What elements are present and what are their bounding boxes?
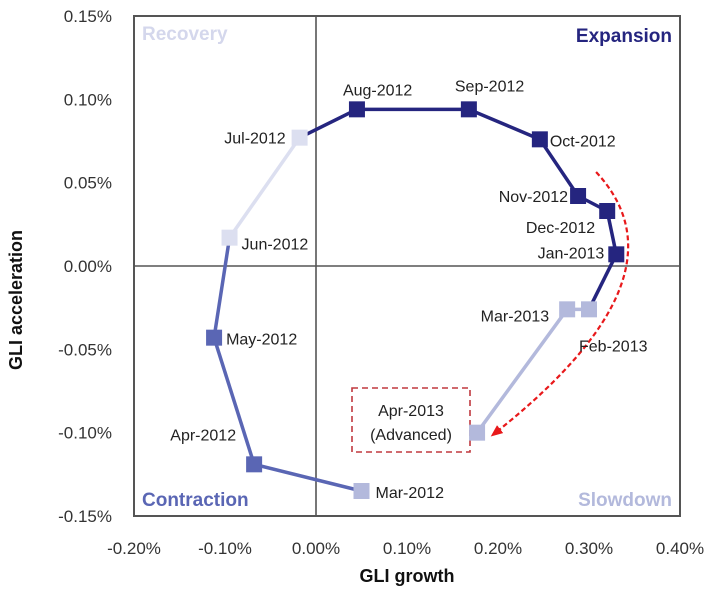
data-point-label: Mar-2013 <box>481 308 550 325</box>
data-point <box>221 229 238 246</box>
data-point-label: Nov-2012 <box>499 189 568 206</box>
series-line-segment <box>228 136 302 239</box>
series-line-segment <box>468 107 541 141</box>
data-point-label: Apr-2012 <box>170 427 236 444</box>
data-point-label: Oct-2012 <box>550 133 616 150</box>
series-line-segment <box>538 138 580 197</box>
data-point <box>469 424 486 441</box>
x-tick-label: 0.20% <box>474 539 522 558</box>
data-point <box>348 101 365 118</box>
trend-arrow <box>490 171 630 437</box>
series-line-segment <box>253 462 362 493</box>
data-point <box>460 101 477 118</box>
data-point <box>353 483 370 499</box>
data-point-label: May-2012 <box>226 332 297 349</box>
x-tick-label: 0.40% <box>656 539 704 558</box>
y-tick-label: 0.00% <box>64 257 112 276</box>
y-tick-label: -0.05% <box>58 340 112 359</box>
series-line-segment <box>212 237 232 338</box>
y-axis-title: GLI acceleration <box>6 230 26 370</box>
quadrant-label-contraction: Contraction <box>142 490 249 511</box>
x-tick-label: 0.30% <box>565 539 613 558</box>
y-tick-label: -0.10% <box>58 424 112 443</box>
data-point-label: Mar-2012 <box>376 485 445 502</box>
annotation-box-line1: Apr-2013 <box>378 403 444 420</box>
data-point-label: Dec-2012 <box>526 220 595 237</box>
data-point <box>531 131 548 148</box>
series-line-segment <box>212 337 256 465</box>
data-point-label: Jun-2012 <box>242 237 309 254</box>
x-tick-label: -0.10% <box>198 539 252 558</box>
series-line-segment <box>475 308 569 434</box>
data-point <box>291 129 308 146</box>
annotation-box-line2: (Advanced) <box>370 427 452 444</box>
data-point <box>246 456 263 473</box>
data-point <box>599 203 616 219</box>
y-tick-label: 0.10% <box>64 90 112 109</box>
series-line-segment <box>587 253 618 311</box>
data-point <box>570 188 587 204</box>
data-point-label: Aug-2012 <box>343 82 412 99</box>
data-point-label: Sep-2012 <box>455 78 524 95</box>
x-tick-label: 0.00% <box>292 539 340 558</box>
data-point-label: Jan-2013 <box>538 245 605 262</box>
data-point <box>559 301 576 318</box>
series-line-segment <box>298 107 358 140</box>
annotation-box <box>351 387 471 453</box>
data-point <box>206 329 223 346</box>
y-tick-label: 0.05% <box>64 174 112 193</box>
x-tick-label: -0.20% <box>107 539 161 558</box>
quadrant-label-recovery: Recovery <box>142 24 228 45</box>
y-tick-label: 0.15% <box>64 7 112 26</box>
quadrant-label-slowdown: Slowdown <box>578 490 672 511</box>
data-point <box>581 301 597 318</box>
data-point <box>608 246 625 263</box>
x-axis-title: GLI growth <box>360 566 455 586</box>
y-tick-label: -0.15% <box>58 507 112 526</box>
data-point-label: Jul-2012 <box>224 131 285 148</box>
data-point-label: Feb-2013 <box>579 338 648 355</box>
quadrant-label-expansion: Expansion <box>576 26 672 47</box>
x-tick-label: 0.10% <box>383 539 431 558</box>
